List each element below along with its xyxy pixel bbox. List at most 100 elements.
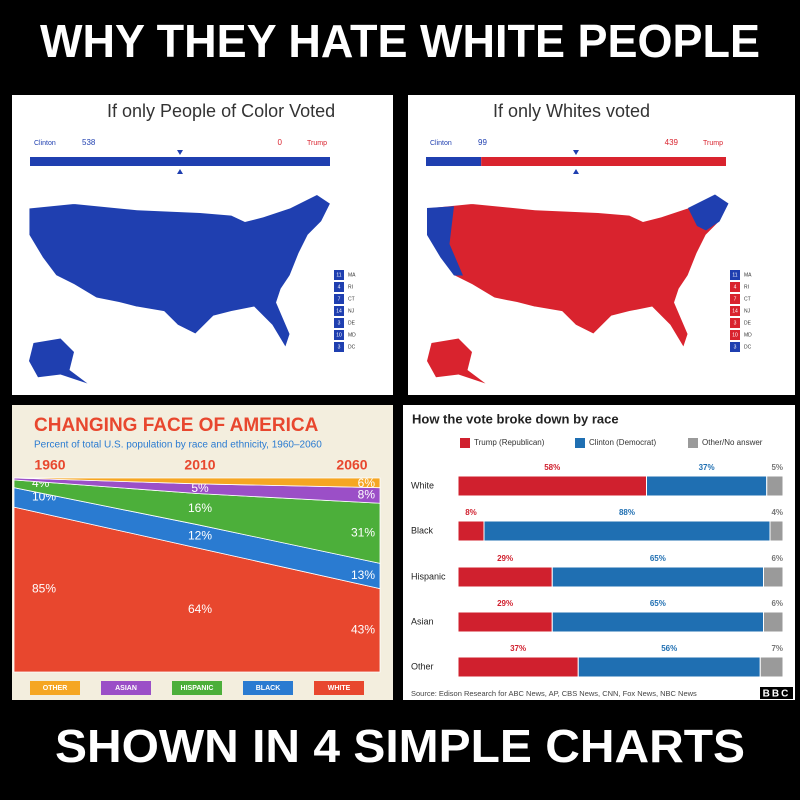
legend-code: MA: [744, 272, 752, 278]
bar-value: 0: [278, 138, 283, 147]
bar-label: Trump: [307, 140, 327, 147]
value-label: 43%: [351, 622, 375, 636]
legend-label: OTHER: [43, 685, 68, 692]
legend-label: HISPANIC: [181, 685, 214, 692]
legend-box: [730, 306, 740, 316]
bar-value: 538: [82, 138, 96, 147]
bar: [551, 611, 764, 633]
legend-number: 10: [336, 332, 342, 338]
category-label: Asian: [411, 616, 434, 626]
bar: [759, 656, 784, 678]
category-label: White: [411, 480, 434, 490]
midpoint: [177, 150, 183, 174]
legend-box: [334, 282, 344, 292]
bar-label: Clinton: [34, 140, 56, 147]
category-label: Other: [411, 661, 434, 671]
legend-code: DE: [744, 320, 752, 326]
value-label: 64%: [188, 602, 212, 616]
bar: [457, 656, 579, 678]
legend-code: DC: [348, 344, 356, 350]
bar: [766, 475, 784, 497]
legend-box: [334, 342, 344, 352]
legend-code: NJ: [744, 308, 751, 314]
legend-swatch: [172, 681, 222, 695]
legend-code: RI: [348, 284, 353, 290]
value-label: 58%: [544, 463, 560, 472]
legend-box: [730, 330, 740, 340]
bar-label: Trump: [703, 140, 723, 147]
bar: [769, 520, 784, 542]
legend-number: 3: [338, 344, 341, 350]
legend-code: CT: [348, 296, 355, 302]
bar: [457, 566, 553, 588]
vote-bar: [481, 157, 726, 166]
legend-number: 7: [338, 296, 341, 302]
value-label: 4%: [771, 508, 783, 517]
bar: [457, 520, 485, 542]
legend-code: CT: [744, 296, 751, 302]
value-label: 6%: [771, 599, 783, 608]
chart-title: CHANGING FACE OF AMERICA: [34, 415, 319, 436]
bar: [577, 656, 761, 678]
legend-box: [334, 318, 344, 328]
legend-code: MA: [348, 272, 356, 278]
bar: [763, 566, 784, 588]
legend-code: DC: [744, 344, 752, 350]
value-label: 37%: [510, 644, 526, 653]
value-label: 29%: [497, 599, 513, 608]
bar: [551, 566, 764, 588]
bar-value: 439: [665, 138, 679, 147]
legend-label: WHITE: [328, 685, 351, 692]
legend-box: [730, 270, 740, 280]
value-label: 29%: [497, 554, 513, 563]
legend-number: 4: [734, 284, 737, 290]
legend-label: BLACK: [256, 685, 281, 692]
legend-code: DE: [348, 320, 356, 326]
value-label: 6%: [358, 476, 376, 490]
logo-box: [760, 687, 793, 699]
legend-number: 3: [734, 344, 737, 350]
legend-label: Clinton (Democrat): [589, 438, 656, 447]
value-label: 65%: [650, 554, 666, 563]
x-tick-label: 2010: [184, 457, 215, 473]
legend-box: [334, 306, 344, 316]
x-tick-label: 1960: [34, 457, 65, 473]
legend-box: [334, 294, 344, 304]
bar: [646, 475, 768, 497]
legend-swatch: [30, 681, 80, 695]
bar-panel: [403, 405, 795, 700]
bar-value: 99: [478, 138, 487, 147]
chart-subtitle: Percent of total U.S. population by race…: [34, 440, 322, 451]
legend-number: 11: [732, 272, 737, 278]
legend-label: Other/No answer: [702, 438, 763, 447]
value-label: 13%: [351, 568, 375, 582]
source: Source: Edison Research for ABC News, AP…: [411, 689, 697, 698]
legend-box: [730, 294, 740, 304]
bar: [483, 520, 771, 542]
legend-swatch: [460, 438, 470, 448]
value-label: 88%: [619, 508, 635, 517]
bar-label: Clinton: [430, 140, 452, 147]
legend-number: 7: [734, 296, 737, 302]
legend-number: 11: [336, 272, 341, 278]
logo: BBC: [763, 689, 791, 700]
header-title: WHY THEY HATE WHITE PEOPLE: [40, 15, 760, 67]
legend-number: 10: [732, 332, 738, 338]
legend-box: [334, 270, 344, 280]
legend-swatch: [101, 681, 151, 695]
value-label: 5%: [771, 463, 783, 472]
bar: [457, 611, 553, 633]
legend-box: [730, 282, 740, 292]
legend-label: ASIAN: [115, 685, 137, 692]
legend-box: [730, 342, 740, 352]
value-label: 65%: [650, 599, 666, 608]
legend-swatch: [314, 681, 364, 695]
legend-code: RI: [744, 284, 749, 290]
category-label: Black: [411, 525, 434, 535]
value-label: 31%: [351, 525, 375, 539]
legend-swatch: [243, 681, 293, 695]
legend-label: Trump (Republican): [474, 438, 545, 447]
vote-bar: [30, 157, 330, 166]
vote-bar: [426, 157, 482, 166]
